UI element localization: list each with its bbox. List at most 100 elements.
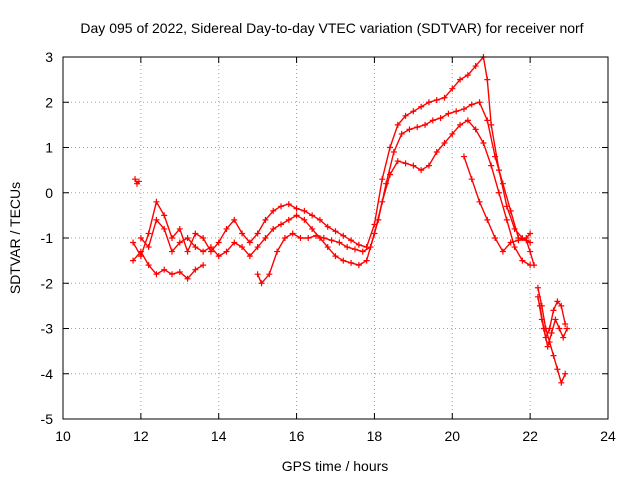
- data-point: [293, 205, 300, 212]
- data-point: [464, 117, 471, 124]
- data-point: [468, 176, 475, 183]
- series-track-i: [132, 176, 142, 187]
- data-point: [433, 96, 440, 103]
- data-point: [153, 198, 160, 205]
- data-point: [527, 230, 534, 237]
- data-point: [266, 271, 273, 278]
- data-point: [344, 244, 351, 251]
- data-point: [441, 139, 448, 146]
- grid-layer: [63, 57, 608, 419]
- data-point: [433, 149, 440, 156]
- data-point: [492, 235, 499, 241]
- data-point: [309, 212, 316, 219]
- data-point: [246, 239, 253, 246]
- data-point: [550, 307, 557, 314]
- data-point: [130, 257, 137, 264]
- data-point: [488, 121, 495, 128]
- data-point: [484, 216, 491, 223]
- data-point: [453, 108, 460, 115]
- data-point: [418, 103, 425, 110]
- x-axis-label: GPS time / hours: [282, 458, 389, 474]
- data-point: [558, 379, 565, 386]
- data-point: [558, 302, 565, 309]
- data-point: [153, 216, 160, 223]
- data-point: [562, 320, 569, 327]
- data-point: [375, 216, 382, 223]
- y-tick-label: 3: [45, 49, 53, 65]
- data-point: [223, 225, 230, 232]
- data-point: [278, 203, 284, 210]
- data-point: [552, 316, 559, 323]
- data-point: [523, 235, 530, 241]
- data-point: [476, 99, 483, 106]
- y-axis-label: SDTVAR / TECUs: [7, 182, 23, 294]
- data-point: [503, 216, 510, 223]
- data-point: [176, 225, 183, 232]
- data-point: [507, 239, 514, 246]
- series-track-h: [536, 302, 571, 350]
- data-point: [332, 253, 339, 260]
- data-point: [472, 63, 479, 70]
- y-tick-label: -3: [41, 321, 54, 337]
- data-point: [394, 121, 401, 128]
- data-point: [200, 248, 207, 255]
- data-point: [132, 176, 139, 183]
- data-point: [301, 207, 308, 214]
- series-track-b: [130, 248, 207, 282]
- series-line: [537, 287, 566, 385]
- data-point: [351, 246, 358, 253]
- data-point: [457, 121, 464, 128]
- data-point: [394, 158, 401, 165]
- series-track-d: [254, 99, 538, 287]
- data-point: [254, 244, 261, 251]
- data-point: [297, 235, 304, 241]
- y-tick-label: -1: [41, 230, 54, 246]
- series-track-c: [137, 117, 534, 269]
- data-point: [460, 106, 467, 113]
- data-point: [192, 266, 199, 273]
- data-point: [262, 216, 269, 223]
- data-point: [460, 153, 467, 160]
- data-point: [499, 248, 506, 255]
- data-point: [274, 248, 281, 255]
- data-point: [169, 235, 175, 241]
- data-point: [137, 248, 144, 255]
- data-point: [363, 257, 370, 264]
- data-point: [556, 325, 563, 332]
- x-tick-label: 10: [55, 428, 71, 444]
- x-tick-label: 18: [367, 428, 383, 444]
- x-tick-label: 20: [444, 428, 460, 444]
- data-point: [145, 244, 152, 251]
- data-point: [254, 271, 261, 278]
- data-point: [484, 117, 491, 124]
- data-point: [270, 225, 277, 232]
- data-point: [262, 235, 269, 241]
- data-point: [200, 235, 207, 241]
- data-point: [560, 334, 567, 341]
- data-point: [457, 76, 464, 83]
- data-point: [293, 212, 300, 219]
- data-point: [316, 216, 323, 223]
- data-point: [285, 216, 292, 223]
- data-point: [564, 325, 571, 332]
- data-point: [281, 235, 288, 241]
- data-point: [145, 230, 152, 237]
- data-point: [153, 271, 160, 278]
- data-point: [527, 239, 534, 246]
- series-line: [132, 55, 531, 258]
- x-tick-label: 14: [211, 428, 227, 444]
- data-point: [554, 298, 561, 305]
- data-point: [422, 121, 429, 128]
- data-point: [449, 130, 456, 137]
- data-point: [324, 223, 331, 230]
- data-point: [340, 232, 347, 239]
- data-point: [468, 101, 475, 108]
- data-point: [402, 112, 409, 119]
- data-point: [145, 262, 152, 269]
- data-point: [176, 239, 183, 246]
- series-line: [463, 156, 531, 253]
- data-point: [519, 257, 526, 264]
- data-point: [161, 225, 168, 232]
- data-point: [546, 325, 553, 332]
- data-point: [441, 94, 448, 101]
